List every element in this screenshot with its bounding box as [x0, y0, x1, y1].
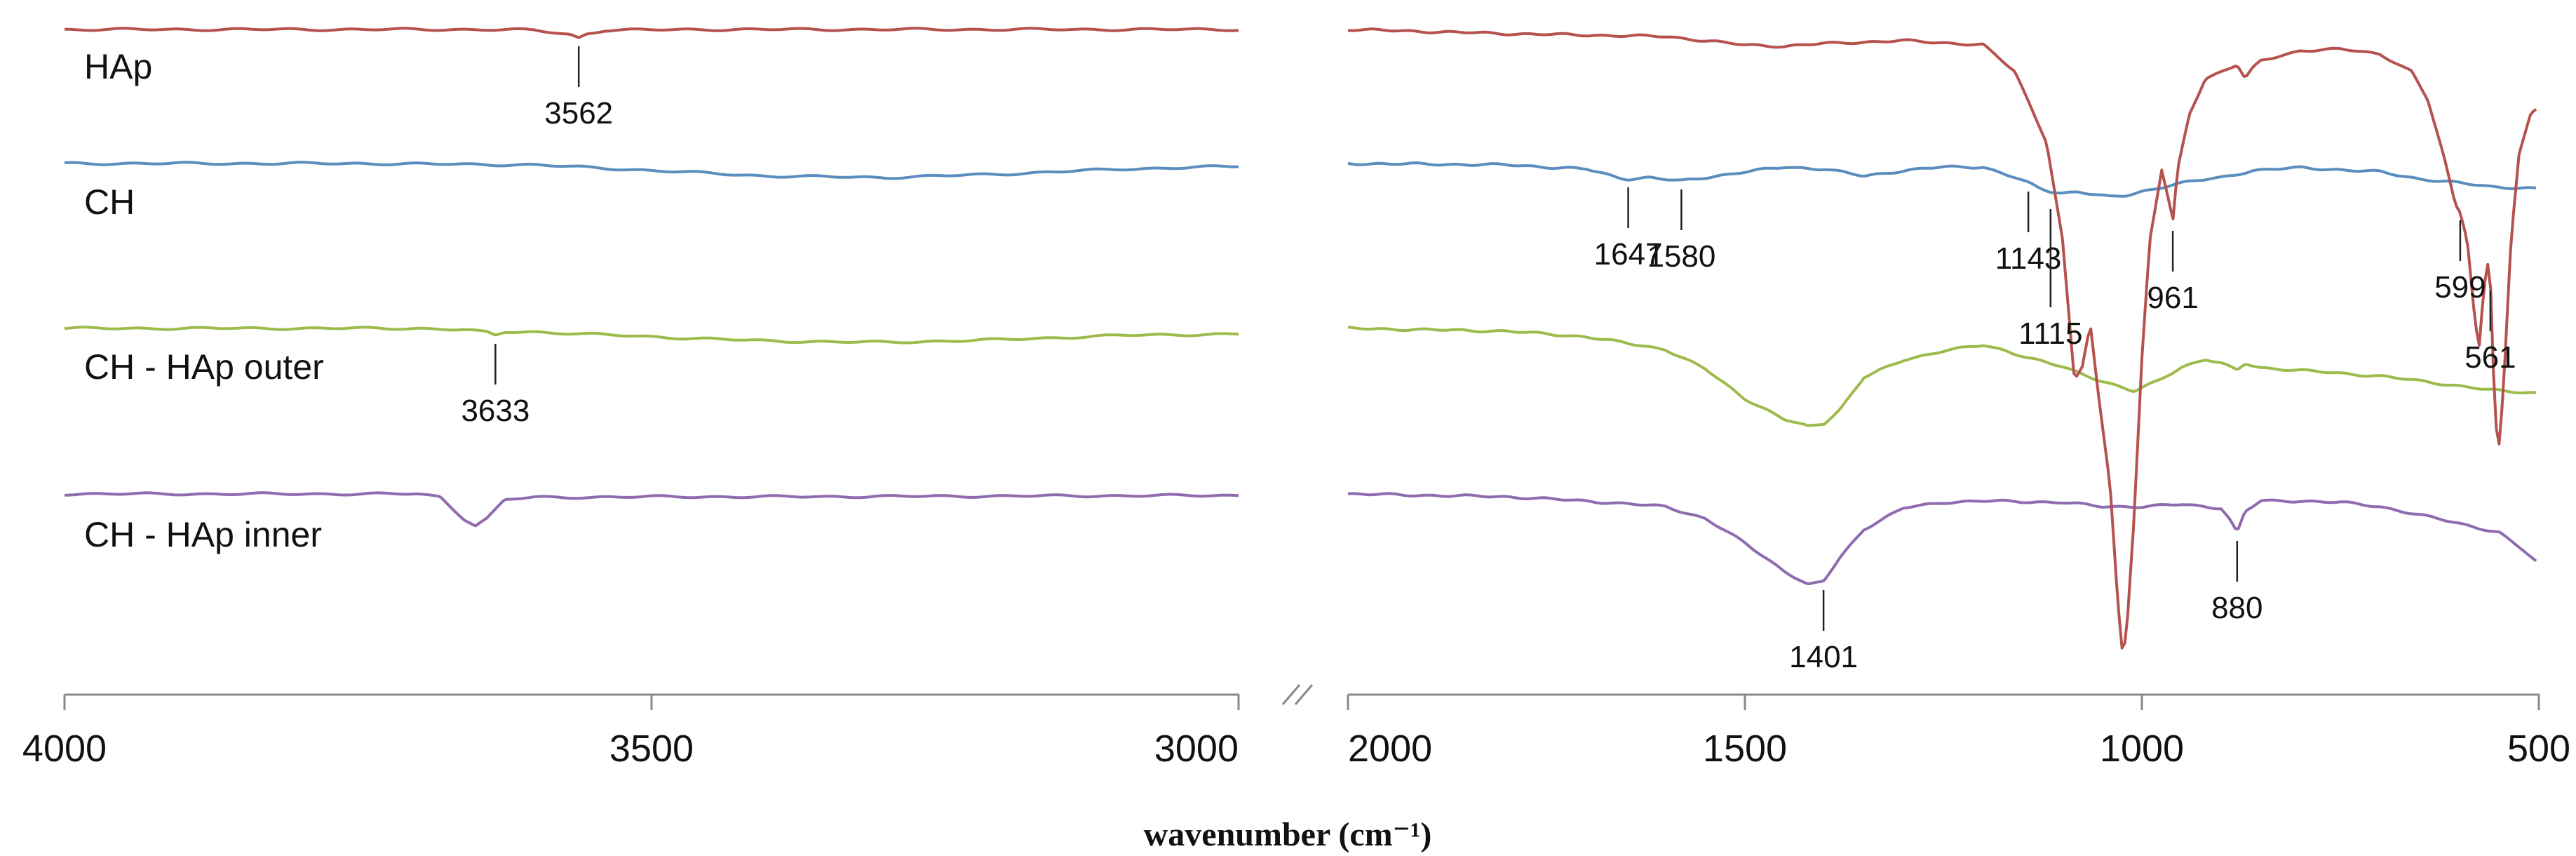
annotation-label-961: 961	[2147, 281, 2198, 315]
x-tick-label-1000: 1000	[2100, 728, 2184, 770]
x-tick-label-3500: 3500	[609, 728, 694, 770]
series-line-ch-hap-outer-low	[1347, 326, 2537, 427]
series-line-ch-high	[64, 161, 1239, 180]
annotation-label-1580: 1580	[1647, 239, 1715, 274]
annotation-label-1401: 1401	[1789, 640, 1858, 674]
series-line-ch-hap-inner-high	[64, 491, 1239, 528]
series-line-ch-hap-outer-high	[64, 326, 1239, 345]
annotation-label-561: 561	[2464, 340, 2516, 375]
axis-break-mark	[1281, 684, 1301, 705]
annotation-label-1647: 1647	[1594, 237, 1663, 272]
series-line-hap-low	[1347, 27, 2537, 650]
series-label-ch-hap-outer: CH - HAp outer	[84, 347, 324, 387]
annotation-label-1143: 1143	[1995, 241, 2062, 276]
series-label-hap: HAp	[84, 47, 152, 86]
series-line-hap-high	[64, 27, 1239, 39]
axis-break-mark	[1294, 684, 1314, 705]
annotation-label-3633: 3633	[461, 394, 530, 428]
series-label-ch-hap-inner: CH - HAp inner	[84, 515, 322, 554]
x-tick-label-500: 500	[2507, 728, 2570, 770]
x-tick-label-1500: 1500	[1703, 728, 1787, 770]
series-line-ch-low	[1347, 161, 2537, 198]
series-line-ch-hap-inner-low	[1347, 492, 2537, 585]
annotation-label-880: 880	[2211, 591, 2263, 625]
annotation-label-1115: 1115	[2018, 316, 2082, 351]
x-tick-label-2000: 2000	[1348, 728, 1432, 770]
series-label-ch: CH	[84, 182, 135, 222]
annotation-label-599: 599	[2434, 270, 2486, 305]
x-axis-title: wavenumber (cm⁻¹)	[1144, 816, 1432, 853]
x-tick-label-4000: 4000	[22, 728, 107, 770]
x-tick-label-3000: 3000	[1154, 728, 1239, 770]
annotation-label-3562: 3562	[544, 96, 613, 131]
